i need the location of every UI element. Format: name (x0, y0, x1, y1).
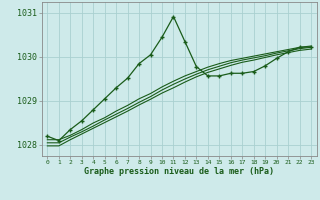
X-axis label: Graphe pression niveau de la mer (hPa): Graphe pression niveau de la mer (hPa) (84, 167, 274, 176)
